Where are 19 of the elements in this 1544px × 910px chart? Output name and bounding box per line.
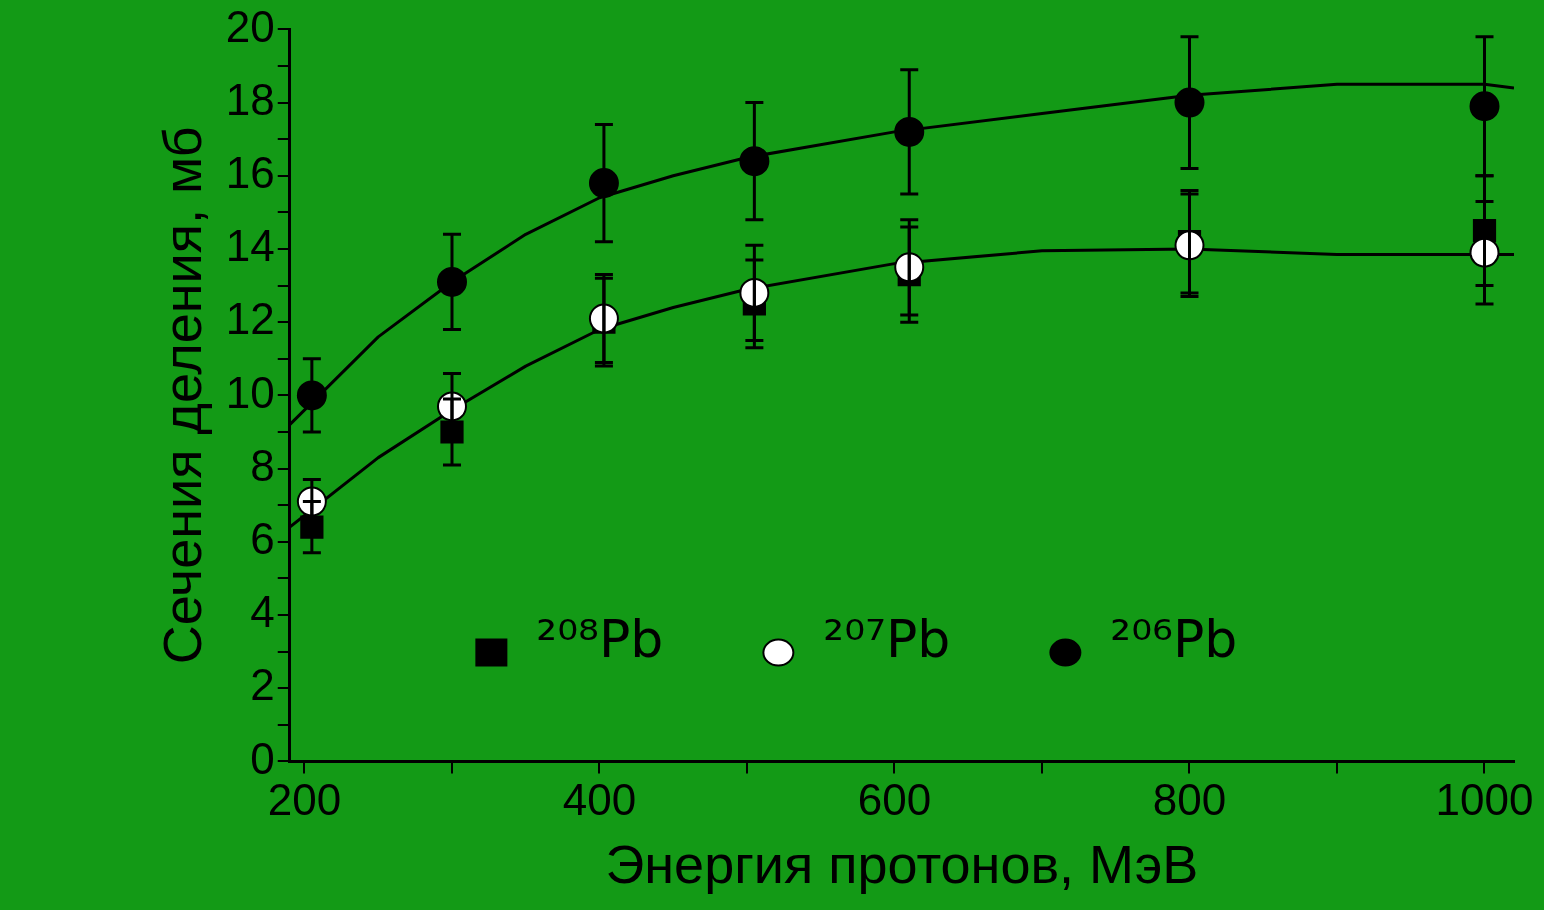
legend-label: ²⁰⁶Pb [1110,609,1238,670]
y-tick-label: 14 [225,221,275,271]
x-tick-label: 800 [1152,774,1227,824]
y-tick-label: 16 [225,147,275,197]
y-tick-label: 6 [250,513,275,563]
y-tick-label: 12 [225,294,275,344]
legend-label: ²⁰⁷Pb [823,609,951,670]
y-tick-label: 2 [250,660,275,710]
y-tick-label: 20 [225,1,275,51]
y-tick-label: 18 [225,74,275,124]
x-tick-label: 400 [562,774,637,824]
y-tick-label: 4 [250,587,275,637]
y-tick-label: 8 [250,440,275,490]
x-tick-label: 1000 [1435,774,1534,824]
y-tick-label: 10 [225,367,275,417]
x-tick-label: 600 [857,774,932,824]
y-axis-title: Сечения деления, мб [152,126,213,665]
legend-label: ²⁰⁸Pb [536,609,664,670]
x-axis-title: Энергия протонов, МэВ [605,834,1199,895]
